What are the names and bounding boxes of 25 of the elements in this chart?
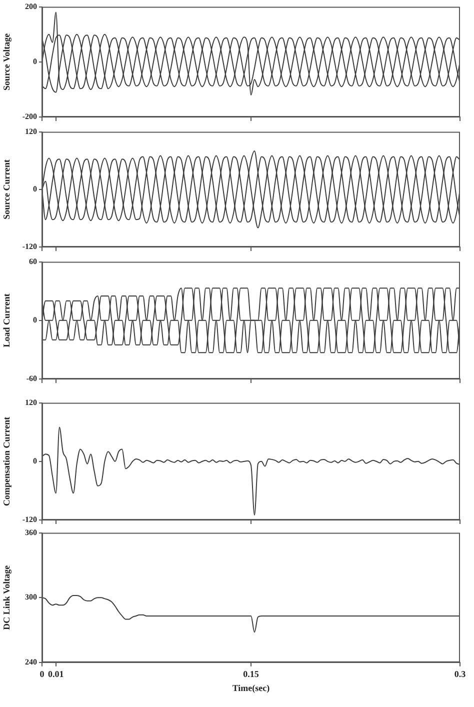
y-tick-label: 120 <box>25 398 37 407</box>
y-tick-label: 200 <box>25 2 37 11</box>
y-tick-label: 60 <box>29 256 37 266</box>
x-axis-title: Time(sec) <box>232 682 270 693</box>
y-axis-title: Compensation Current <box>2 416 12 506</box>
y-tick-label: -200 <box>22 112 37 122</box>
y-tick-label: -60 <box>26 374 37 384</box>
y-axis-title: Source Current <box>2 159 12 220</box>
y-tick-label: 0 <box>33 56 37 66</box>
y-tick-label: 0 <box>33 315 37 324</box>
y-tick-label: 0 <box>33 456 37 466</box>
y-tick-label: 120 <box>25 126 37 136</box>
y-tick-label: 300 <box>25 592 37 602</box>
y-tick-label: 0 <box>33 184 37 194</box>
x-tick-label: 0 <box>40 669 45 680</box>
x-tick-label: 0.15 <box>243 669 260 680</box>
y-tick-label: 360 <box>25 528 37 537</box>
y-tick-label: 240 <box>25 657 37 666</box>
y-tick-label: -120 <box>22 242 37 252</box>
y-axis-title: DC Link Voltage <box>2 565 12 630</box>
x-tick-label: 0.01 <box>48 669 64 680</box>
y-tick-label: -120 <box>22 515 37 524</box>
y-axis-title: Source Voltage <box>2 33 12 90</box>
y-axis-title: Load Current <box>2 294 12 348</box>
x-tick-label: 0.3 <box>454 669 466 680</box>
